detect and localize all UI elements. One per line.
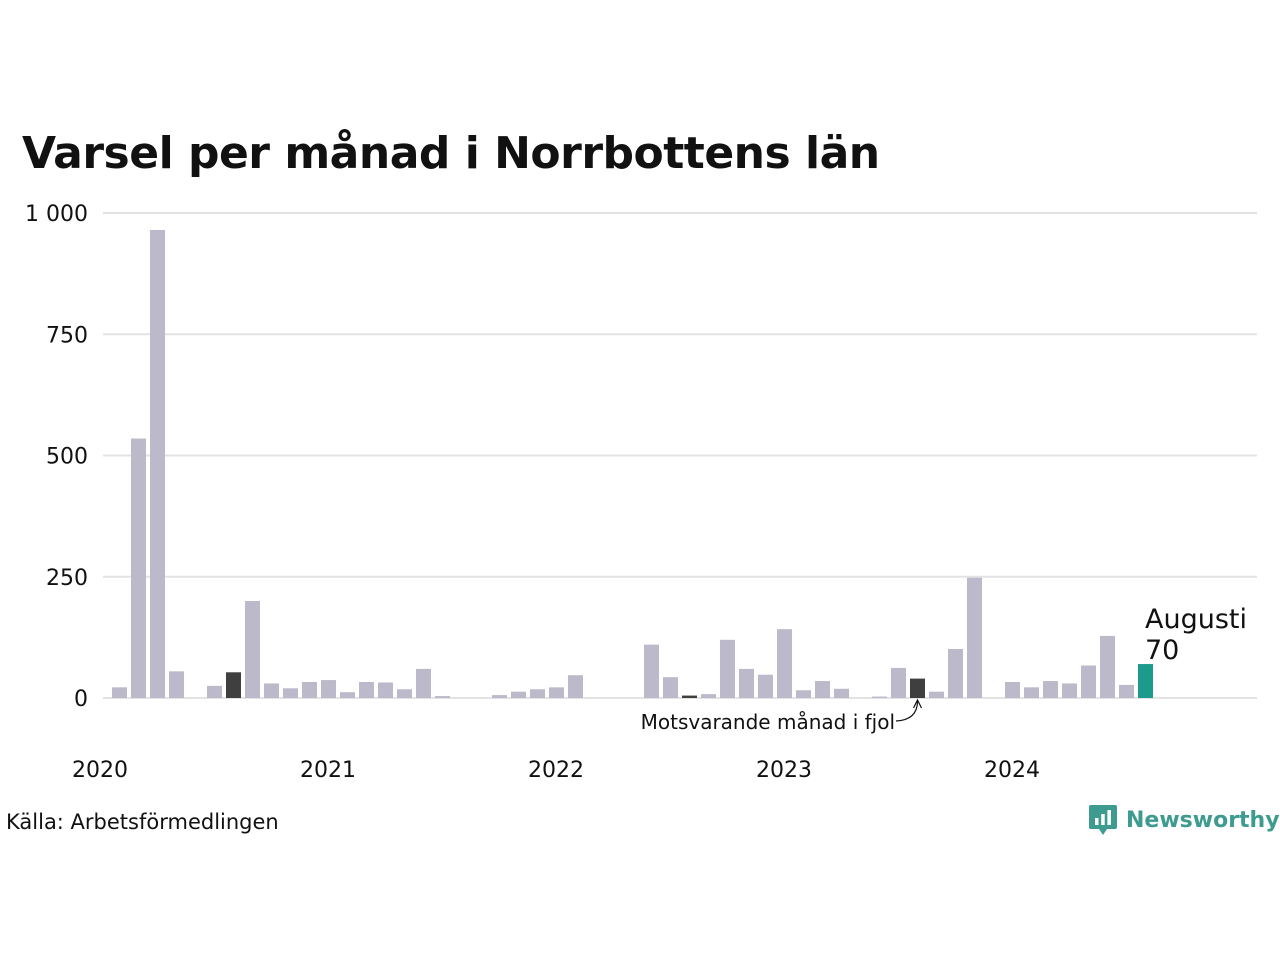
bar[interactable] [929, 691, 944, 698]
bar[interactable] [549, 687, 564, 698]
bar[interactable] [1138, 664, 1153, 698]
bar[interactable] [1119, 684, 1134, 698]
bar[interactable] [891, 667, 906, 698]
bar[interactable] [302, 681, 317, 698]
gridlines [103, 212, 1257, 699]
bar[interactable] [739, 668, 754, 698]
bar[interactable] [758, 674, 773, 698]
annotation-last-year: Motsvarande månad i fjol [641, 710, 895, 734]
bar[interactable] [663, 677, 678, 698]
source-note: Källa: Arbetsförmedlingen [6, 810, 279, 834]
arrow-head-icon [912, 698, 923, 709]
bar[interactable] [872, 696, 887, 698]
bar-chart: 0 250 500 750 1 000 2020 2021 2022 2023 2024 Mot… [25, 202, 1257, 783]
bar[interactable] [1081, 665, 1096, 698]
bar[interactable] [416, 668, 431, 698]
chart-title: Varsel per månad i Norrbottens län [22, 128, 880, 179]
annotation-arrow [895, 700, 919, 722]
bar[interactable] [720, 639, 735, 698]
brand-name: Newsworthy [1126, 807, 1280, 833]
x-tick-label: 2022 [528, 758, 584, 783]
bar[interactable] [796, 690, 811, 698]
bars [112, 229, 1153, 698]
bar[interactable] [435, 696, 450, 698]
y-axis-ticks: 0 250 500 750 1 000 [25, 202, 88, 712]
bar[interactable] [283, 688, 298, 698]
y-tick-label: 250 [46, 566, 88, 591]
bar[interactable] [264, 683, 279, 698]
bar[interactable] [131, 438, 146, 698]
bar[interactable] [1043, 681, 1058, 698]
y-tick-label: 500 [46, 445, 88, 470]
bar[interactable] [511, 691, 526, 698]
bar[interactable] [397, 689, 412, 698]
bar[interactable] [568, 675, 583, 698]
bar[interactable] [682, 695, 697, 698]
bar[interactable] [1024, 687, 1039, 698]
x-tick-label: 2020 [72, 758, 128, 783]
newsworthy-logo-icon [1089, 805, 1117, 835]
x-tick-label: 2021 [300, 758, 356, 783]
bar[interactable] [910, 678, 925, 698]
bar[interactable] [378, 682, 393, 698]
bar[interactable] [644, 644, 659, 698]
bar[interactable] [112, 687, 127, 698]
y-tick-label: 0 [74, 687, 88, 712]
bar[interactable] [226, 672, 241, 698]
annotation-current-month: Augusti [1145, 604, 1247, 635]
bar[interactable] [815, 681, 830, 698]
bar[interactable] [1100, 635, 1115, 698]
bar[interactable] [834, 688, 849, 698]
bar[interactable] [530, 689, 545, 698]
bar[interactable] [245, 601, 260, 698]
x-tick-label: 2024 [984, 758, 1040, 783]
bar[interactable] [1062, 683, 1077, 698]
bar[interactable] [701, 694, 716, 698]
bar[interactable] [948, 649, 963, 698]
annotation-current-value: 70 [1145, 635, 1179, 666]
bar[interactable] [1005, 681, 1020, 698]
bar[interactable] [340, 692, 355, 698]
x-tick-label: 2023 [756, 758, 812, 783]
bar[interactable] [492, 695, 507, 698]
x-axis-year-labels: 2020 2021 2022 2023 2024 [72, 758, 1040, 783]
bar[interactable] [967, 577, 982, 698]
bar[interactable] [359, 681, 374, 698]
brand-logo[interactable]: Newsworthy [1088, 803, 1280, 837]
bar[interactable] [207, 685, 222, 698]
y-tick-label: 750 [46, 323, 88, 348]
bar[interactable] [169, 671, 184, 698]
y-tick-label: 1 000 [25, 202, 88, 227]
bar[interactable] [777, 629, 792, 698]
bar[interactable] [150, 229, 165, 698]
bar[interactable] [321, 680, 336, 698]
